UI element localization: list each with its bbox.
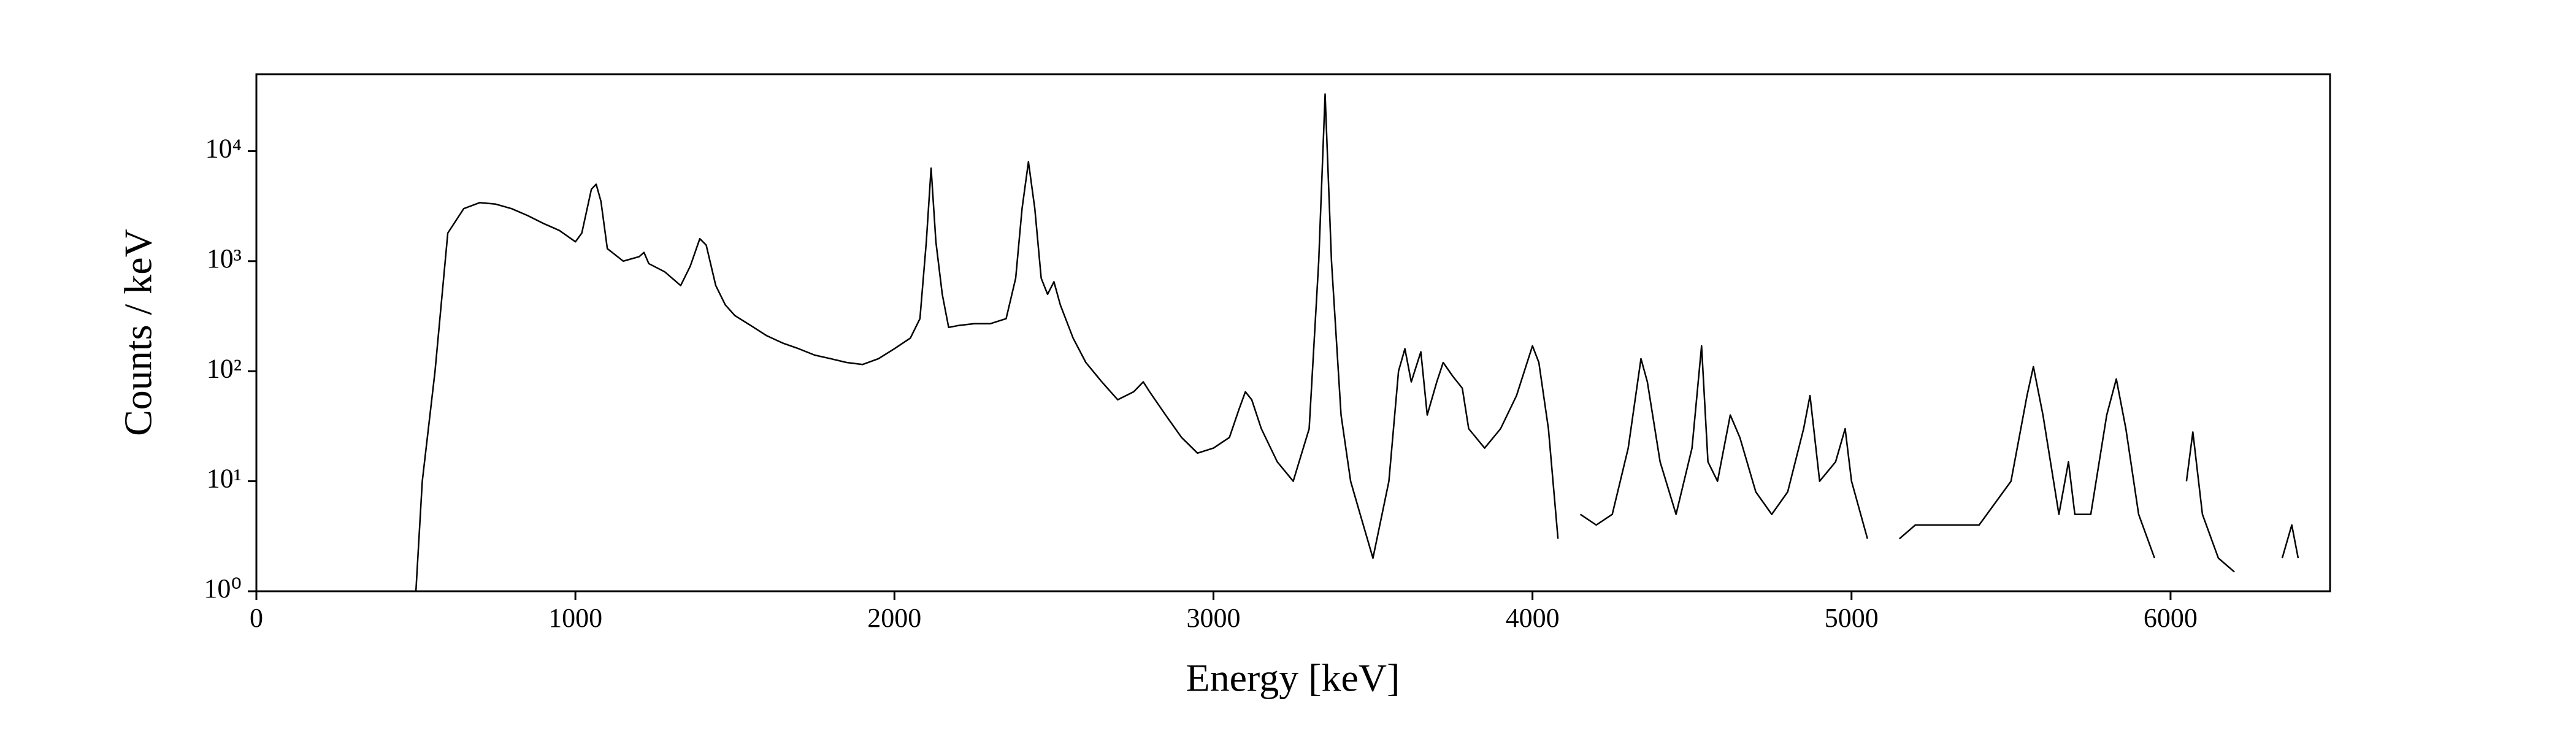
- x-axis-label: Energy [keV]: [1186, 656, 1400, 700]
- x-tick-label: 0: [250, 603, 263, 633]
- y-tick-label: 10¹: [207, 464, 242, 494]
- x-tick-label: 2000: [867, 603, 921, 633]
- x-tick-label: 5000: [1825, 603, 1879, 633]
- x-tick-label: 3000: [1186, 603, 1240, 633]
- x-tick-label: 1000: [548, 603, 602, 633]
- y-axis-label: Counts / keV: [117, 229, 160, 436]
- plot-frame: [255, 73, 2331, 592]
- x-tick-label: 4000: [1506, 603, 1560, 633]
- spectrum-line: [415, 93, 2299, 592]
- y-tick-label: 10⁴: [205, 133, 242, 163]
- y-tick-label: 10³: [207, 243, 242, 274]
- y-tick-label: 10⁰: [204, 573, 242, 604]
- y-tick-label: 10²: [207, 353, 242, 383]
- x-tick-label: 6000: [2144, 603, 2198, 633]
